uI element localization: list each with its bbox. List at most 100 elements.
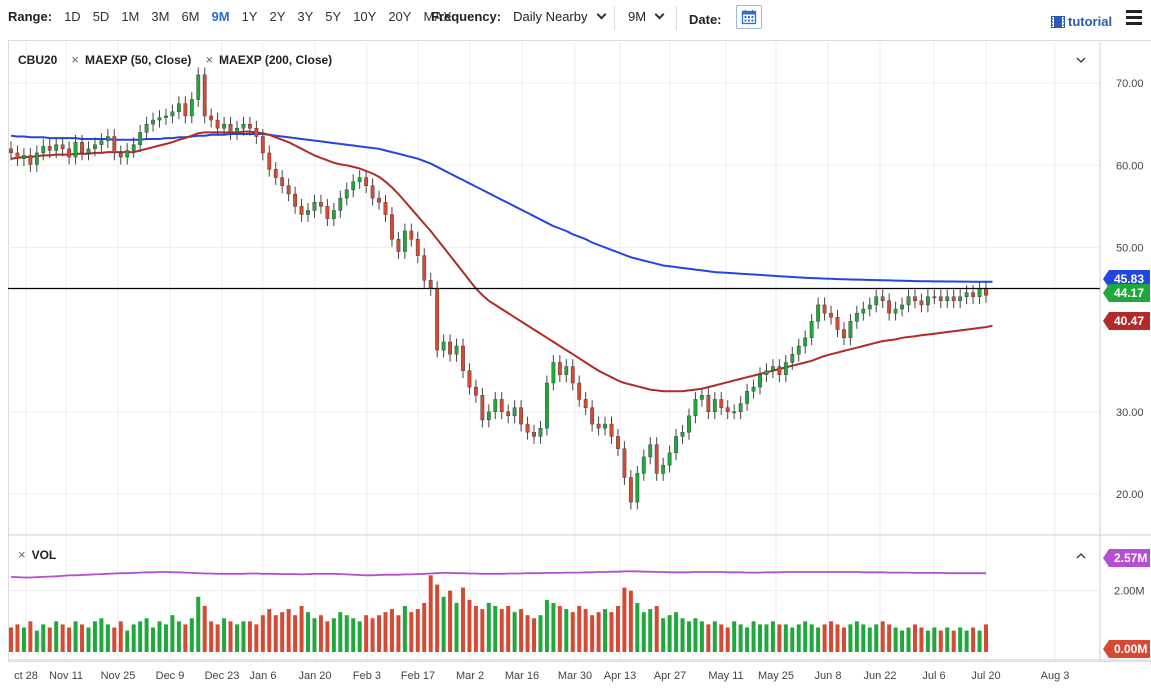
range-20y-button[interactable]: 20Y (388, 9, 412, 24)
legend-study-ma200[interactable]: MAEXP (200, Close) (219, 52, 333, 67)
candle (415, 231, 420, 264)
legend-study-ma50[interactable]: MAEXP (50, Close) (84, 52, 192, 67)
volume-bar (318, 615, 323, 652)
candle (583, 392, 588, 416)
volume-bar (254, 624, 259, 652)
volume-bar (861, 624, 866, 652)
collapse-volume-button[interactable] (1075, 548, 1087, 566)
volume-bar (712, 621, 717, 652)
volume-bar (628, 590, 633, 652)
volume-bar (247, 621, 252, 652)
volume-bar (234, 624, 239, 652)
chevron-up-icon (1076, 552, 1086, 559)
candle (861, 301, 866, 321)
volume-bar (674, 612, 679, 652)
range-9m-button[interactable]: 9M (211, 9, 230, 24)
candle (532, 424, 536, 444)
y-tick-label: 30.00 (1116, 407, 1144, 419)
interval-dropdown[interactable]: 9M (628, 9, 665, 24)
range-3m-button[interactable]: 3M (151, 9, 170, 24)
volume-bar (260, 615, 265, 652)
range-2y-button[interactable]: 2Y (269, 9, 286, 24)
volume-bar (719, 624, 724, 652)
volume-bar (312, 618, 317, 652)
candle (680, 424, 685, 444)
range-1y-button[interactable]: 1Y (241, 9, 258, 24)
volume-bar (112, 627, 117, 652)
candle (783, 355, 788, 383)
range-10y-button[interactable]: 10Y (353, 9, 377, 24)
candle (738, 396, 743, 420)
volume-bar (906, 627, 911, 652)
volume-ma-line (10, 570, 986, 579)
volume-bar (383, 612, 388, 652)
candle (577, 375, 582, 407)
volume-bar (590, 615, 595, 652)
remove-study-ma200-icon[interactable]: × (205, 52, 214, 67)
candle (435, 281, 440, 358)
legend-symbol: CBU20 (18, 52, 58, 67)
x-tick-label: ct 28 (14, 670, 38, 682)
range-5y-button[interactable]: 5Y (325, 9, 342, 24)
volume-bar (389, 609, 394, 652)
volume-bar (202, 606, 207, 652)
date-selector: Date: (689, 5, 762, 29)
candle (854, 305, 859, 329)
candle (396, 231, 401, 259)
candle (816, 297, 821, 329)
volume-bar (92, 621, 97, 652)
volume-bar (822, 624, 827, 652)
remove-study-ma50-icon[interactable]: × (71, 52, 79, 67)
candle (22, 147, 26, 167)
x-tick-label: Apr 13 (604, 670, 636, 682)
volume-bar (428, 575, 433, 652)
candle (919, 293, 924, 313)
tutorial-link[interactable]: tutorial (1051, 14, 1112, 29)
volume-bar (54, 621, 59, 652)
candle (486, 404, 491, 428)
range-max-button[interactable]: MAX (423, 9, 452, 24)
candle (641, 449, 646, 481)
candle (848, 313, 853, 346)
x-tick-label: Jun 8 (815, 670, 842, 682)
x-tick-label: Mar 2 (456, 670, 484, 682)
volume-bar (370, 618, 375, 652)
range-3y-button[interactable]: 3Y (297, 9, 314, 24)
candle (344, 182, 349, 206)
range-1m-button[interactable]: 1M (121, 9, 140, 24)
candle (267, 145, 272, 177)
ma200-line (10, 133, 993, 283)
candle (93, 137, 97, 157)
candle (887, 293, 892, 321)
volume-bar (951, 630, 956, 652)
volume-bar (654, 606, 659, 652)
range-6m-button[interactable]: 6M (181, 9, 200, 24)
volume-bar (480, 609, 485, 652)
candle (260, 129, 265, 161)
calendar-button[interactable] (735, 5, 762, 29)
remove-volume-icon[interactable]: × (18, 547, 26, 562)
candle (306, 203, 310, 222)
range-1d-button[interactable]: 1D (64, 9, 81, 24)
candle (248, 116, 252, 136)
candle (105, 129, 110, 148)
volume-bar (293, 615, 298, 652)
candle (215, 112, 220, 136)
frequency-dropdown[interactable]: Daily Nearby (513, 9, 606, 24)
volume-bar (422, 602, 427, 652)
candle (286, 178, 291, 202)
calendar-icon (741, 10, 756, 25)
menu-icon[interactable] (1126, 10, 1142, 25)
volume-bar (829, 621, 834, 652)
candle (667, 445, 672, 473)
range-5d-button[interactable]: 5D (92, 9, 110, 24)
volume-bar (919, 627, 924, 652)
x-tick-label: Dec 23 (205, 670, 240, 682)
volume-bar (86, 627, 91, 652)
candle (609, 416, 614, 444)
collapse-chart-button[interactable] (1075, 52, 1087, 70)
volume-bar (557, 606, 562, 652)
volume-bar (338, 612, 343, 652)
volume-bar (163, 624, 168, 652)
